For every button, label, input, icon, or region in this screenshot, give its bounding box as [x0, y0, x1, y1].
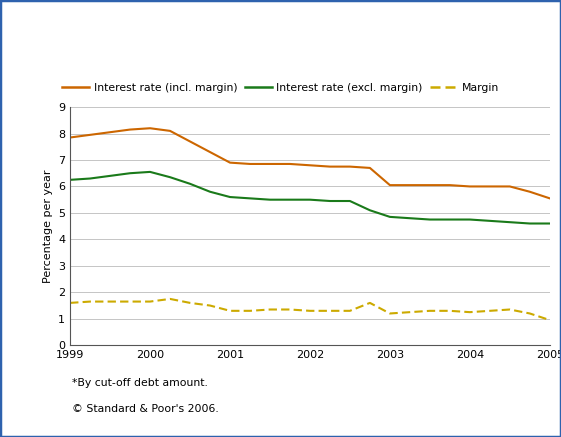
- Legend: Interest rate (incl. margin), Interest rate (excl. margin), Margin: Interest rate (incl. margin), Interest r…: [58, 79, 503, 97]
- Y-axis label: Percentage per year: Percentage per year: [43, 170, 53, 283]
- Text: Chart 1: Weighted-Average Interest Rate, Interest Rate Before Margin, and Loan
M: Chart 1: Weighted-Average Interest Rate,…: [10, 3, 561, 33]
- Text: *By cut-off debt amount.: *By cut-off debt amount.: [72, 378, 208, 388]
- Text: © Standard & Poor's 2006.: © Standard & Poor's 2006.: [72, 404, 219, 414]
